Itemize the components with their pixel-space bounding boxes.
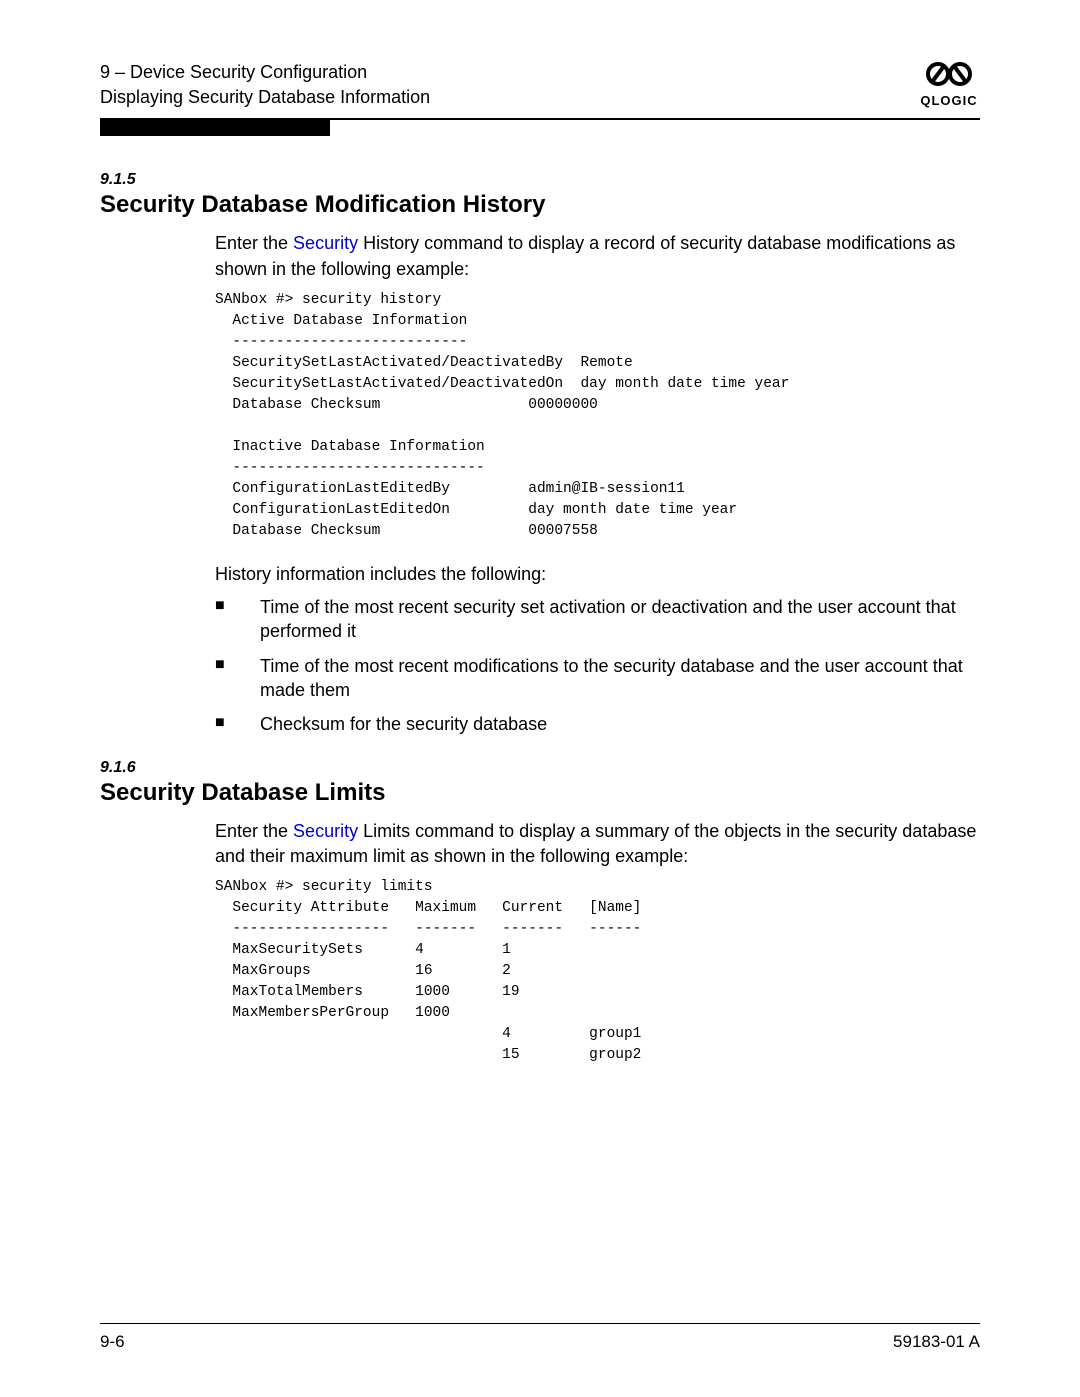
section-915-intro: Enter the Security History command to di… xyxy=(215,231,980,281)
chapter-line: 9 – Device Security Configuration xyxy=(100,60,430,85)
list-item: Time of the most recent security set act… xyxy=(215,595,980,644)
page-header: 9 – Device Security Configuration Displa… xyxy=(100,60,980,110)
list-item: Time of the most recent modifications to… xyxy=(215,654,980,703)
section-title-915: Security Database Modification History xyxy=(100,191,980,219)
section-number-916: 9.1.6 xyxy=(100,759,980,777)
footer-row: 9-6 59183-01 A xyxy=(100,1332,980,1352)
brand-logo: QLOGIC xyxy=(918,60,980,108)
bullet-list-915: Time of the most recent security set act… xyxy=(215,595,980,736)
section-title-916: Security Database Limits xyxy=(100,779,980,807)
list-item: Checksum for the security database xyxy=(215,712,980,736)
section-916: 9.1.6 Security Database Limits Enter the… xyxy=(100,759,980,1067)
section-number-915: 9.1.5 xyxy=(100,171,980,189)
page-footer: 9-6 59183-01 A xyxy=(100,1323,980,1352)
history-info-intro: History information includes the followi… xyxy=(215,562,980,587)
code-block-915: SANbox #> security history Active Databa… xyxy=(215,290,980,542)
footer-rule xyxy=(100,1323,980,1324)
header-text: 9 – Device Security Configuration Displa… xyxy=(100,60,430,110)
intro-pre: Enter the xyxy=(215,233,293,253)
security-link[interactable]: Security xyxy=(293,821,358,841)
intro-pre: Enter the xyxy=(215,821,293,841)
section-915: 9.1.5 Security Database Modification His… xyxy=(100,171,980,736)
code-block-916: SANbox #> security limits Security Attri… xyxy=(215,877,980,1066)
security-link[interactable]: Security xyxy=(293,233,358,253)
section-916-intro: Enter the Security Limits command to dis… xyxy=(215,819,980,869)
page-number: 9-6 xyxy=(100,1332,125,1352)
doc-number: 59183-01 A xyxy=(893,1332,980,1352)
qlogic-logo-icon xyxy=(918,60,980,88)
logo-brand-text: QLOGIC xyxy=(918,93,980,108)
subtitle-line: Displaying Security Database Information xyxy=(100,85,430,110)
header-black-bar xyxy=(100,120,330,136)
